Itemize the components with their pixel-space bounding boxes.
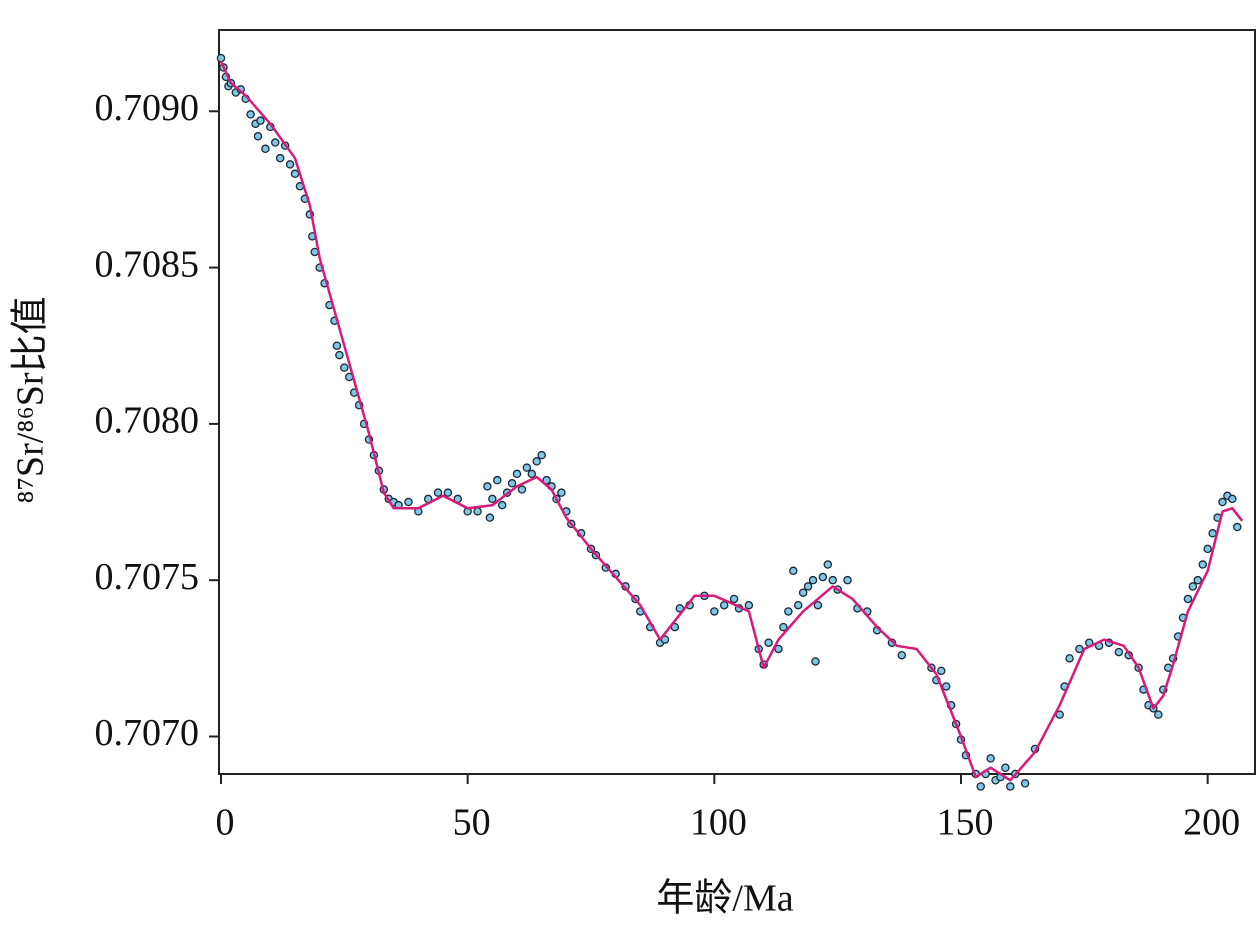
data-point [473, 507, 482, 516]
data-point [507, 479, 517, 488]
data-point [488, 494, 497, 504]
y-tick-label: 0.7070 [95, 712, 200, 754]
data-point [1208, 529, 1217, 538]
data-point [332, 341, 342, 350]
data-point [1203, 544, 1212, 554]
x-tick-label: 100 [690, 802, 747, 844]
data-point [897, 650, 907, 660]
data-point [813, 600, 823, 610]
data-point [483, 482, 492, 491]
data-point [246, 110, 255, 119]
data-point [1218, 497, 1227, 507]
data-point [1001, 763, 1010, 772]
data-point [261, 144, 270, 154]
data-point [976, 782, 985, 791]
data-point [1193, 575, 1203, 585]
plot-frame [218, 29, 1256, 775]
data-point [798, 588, 808, 597]
data-point [290, 169, 300, 179]
data-point [271, 138, 280, 147]
fit-curve [219, 60, 1244, 782]
data-point [275, 153, 285, 163]
data-point [522, 463, 532, 472]
data-point [764, 638, 773, 647]
data-point [1065, 654, 1074, 663]
data-point [710, 607, 719, 616]
data-point [1233, 522, 1242, 532]
data-point [941, 682, 951, 691]
x-axis-title: 年龄/Ma [656, 878, 793, 920]
data-point [335, 350, 344, 360]
data-point [1198, 560, 1207, 569]
x-tick-label: 200 [1183, 802, 1240, 844]
data-point [986, 754, 995, 763]
data-point [527, 469, 537, 479]
data-point [823, 560, 833, 569]
data-point [811, 657, 820, 666]
data-point [719, 600, 729, 610]
data-point [443, 488, 453, 497]
data-point [253, 132, 263, 141]
data-point [485, 513, 495, 522]
data-point [808, 575, 818, 585]
data-point [557, 488, 566, 497]
data-point [340, 363, 349, 372]
data-point [1006, 782, 1015, 791]
data-point [404, 497, 413, 507]
data-point [1020, 779, 1030, 788]
x-tick-label: 150 [937, 802, 994, 844]
data-point [497, 500, 507, 510]
data-point [779, 622, 788, 632]
data-point [256, 116, 265, 125]
data-point [517, 485, 527, 494]
data-point [793, 600, 803, 610]
data-point [1114, 647, 1124, 657]
data-point [843, 575, 852, 585]
x-tick-label: 50 [453, 802, 491, 844]
data-point [729, 594, 739, 604]
y-axis-title: ⁸⁷Sr/⁸⁶Sr比值 [10, 296, 52, 503]
data-point [803, 582, 813, 591]
data-point [744, 600, 754, 610]
data-point [784, 607, 793, 616]
y-tick-label: 0.7090 [95, 87, 200, 129]
data-point [937, 666, 946, 676]
y-tick-label: 0.7085 [95, 243, 200, 285]
data-point [532, 457, 541, 466]
data-point [512, 469, 522, 479]
x-tick-label: 0 [216, 802, 235, 844]
data-point [433, 488, 443, 497]
data-point [1183, 594, 1193, 604]
data-point [1154, 710, 1163, 719]
data-point [493, 475, 502, 485]
data-point [285, 160, 295, 169]
y-tick-label: 0.7075 [95, 556, 200, 598]
data-point [818, 572, 828, 582]
data-point [537, 450, 546, 460]
y-tick-label: 0.7080 [95, 400, 200, 442]
data-point [828, 575, 837, 585]
data-point [1188, 582, 1198, 591]
data-point [1228, 494, 1237, 504]
data-point [216, 53, 226, 63]
data-point [789, 566, 798, 576]
